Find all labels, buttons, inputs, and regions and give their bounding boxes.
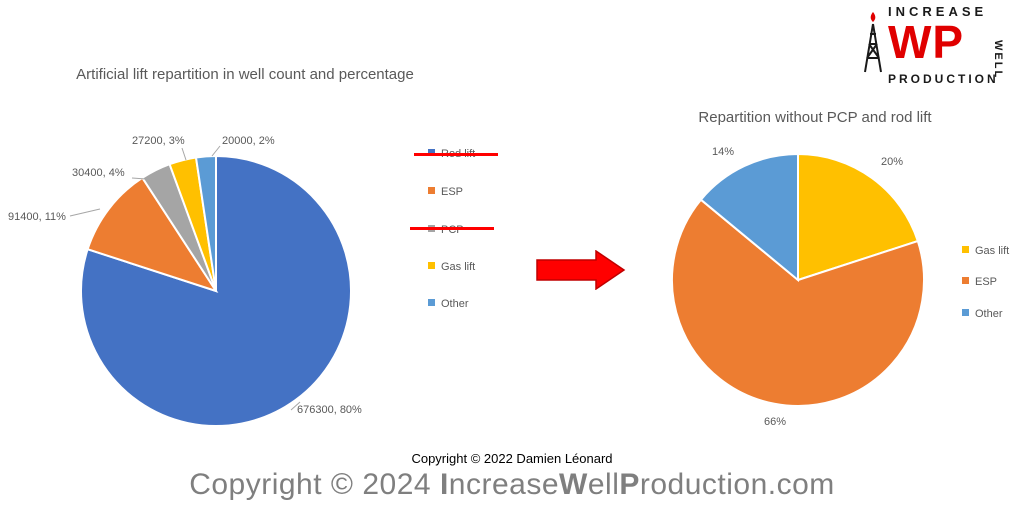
pie2-slice-other [699, 152, 799, 283]
pie1-leader-rod-lift [290, 401, 301, 411]
pie2-data-label-esp: 66% [764, 416, 786, 428]
pie1-slice-esp [86, 176, 219, 293]
pie1-leader-gas-lift [181, 147, 187, 161]
legend1-swatch-rod-lift [428, 149, 435, 156]
pie1-leader-pcp [131, 177, 147, 180]
legend2-item-gas-lift: Gas lift [962, 245, 1009, 257]
pie1-slice-other [194, 154, 217, 292]
legend1-label-pcp: PCP [441, 224, 464, 236]
copyright-large-b3: P [619, 468, 640, 501]
legend2-swatch-esp [962, 277, 969, 284]
pie2-slice-gas-lift [797, 152, 920, 282]
copyright-large-b2: W [559, 468, 588, 501]
pie1-data-label-gas-lift: 27200, 3% [132, 135, 185, 147]
pie1-data-label-other: 20000, 2% [222, 135, 275, 147]
logo-bottom-text: PRODUCTION [888, 72, 999, 86]
copyright-large-pre: Copyright © 2024 [189, 468, 440, 501]
legend2-item-other: Other [962, 308, 1003, 320]
pie2-data-label-gas-lift: 20% [881, 156, 903, 168]
oil-derrick-icon [864, 12, 882, 73]
logo: INCREASE WP PRODUCTION WELL [858, 4, 1018, 90]
legend1-label-gas-lift: Gas lift [441, 261, 476, 273]
copyright-large-t3: roduction.com [639, 468, 835, 501]
strikethrough-pcp [410, 227, 494, 230]
legend1-item-pcp: PCP [428, 224, 464, 236]
legend1-item-esp: ESP [428, 186, 463, 198]
copyright-large-b1: I [439, 468, 449, 501]
legend2-swatch-gas-lift [962, 246, 969, 253]
legend2-label-esp: ESP [975, 276, 998, 288]
legend2-label-other: Other [975, 308, 1003, 320]
legend2-label-gas-lift: Gas lift [975, 245, 1010, 257]
pie1-data-label-pcp: 30400, 4% [72, 167, 125, 179]
right-arrow-icon [536, 250, 626, 290]
copyright-small: Copyright © 2022 Damien Léonard [411, 451, 613, 466]
legend1-swatch-other [428, 299, 435, 306]
chart1-title: Artificial lift repartition in well coun… [76, 66, 414, 83]
logo-top-text: INCREASE [888, 4, 988, 19]
legend2-item-esp: ESP [962, 276, 997, 288]
legend1-label-other: Other [441, 298, 469, 310]
strikethrough-rod-lift [414, 153, 498, 156]
legend1-swatch-gas-lift [428, 262, 435, 269]
legend1-item-gas-lift: Gas lift [428, 261, 475, 273]
copyright-large-t1: ncrease [448, 468, 560, 501]
legend2-swatch-other [962, 309, 969, 316]
pie1-leader-other [211, 145, 221, 157]
legend1-label-esp: ESP [441, 186, 464, 198]
copyright-large: Copyright © 2024 IncreaseWellProduction.… [0, 468, 1024, 502]
pie1-data-label-rod-lift: 676300, 80% [297, 404, 362, 416]
pie2-slice-esp [671, 198, 925, 407]
legend1-item-other: Other [428, 298, 469, 310]
pie1-leader-esp [69, 208, 101, 217]
logo-wp-text: WP [888, 16, 965, 68]
legend1-swatch-esp [428, 187, 435, 194]
copyright-large-t2: ell [587, 468, 620, 501]
chart2-title: Repartition without PCP and rod lift [698, 109, 932, 126]
pie1-data-label-esp: 91400, 11% [8, 211, 66, 223]
pie2-data-label-other: 14% [712, 146, 734, 158]
